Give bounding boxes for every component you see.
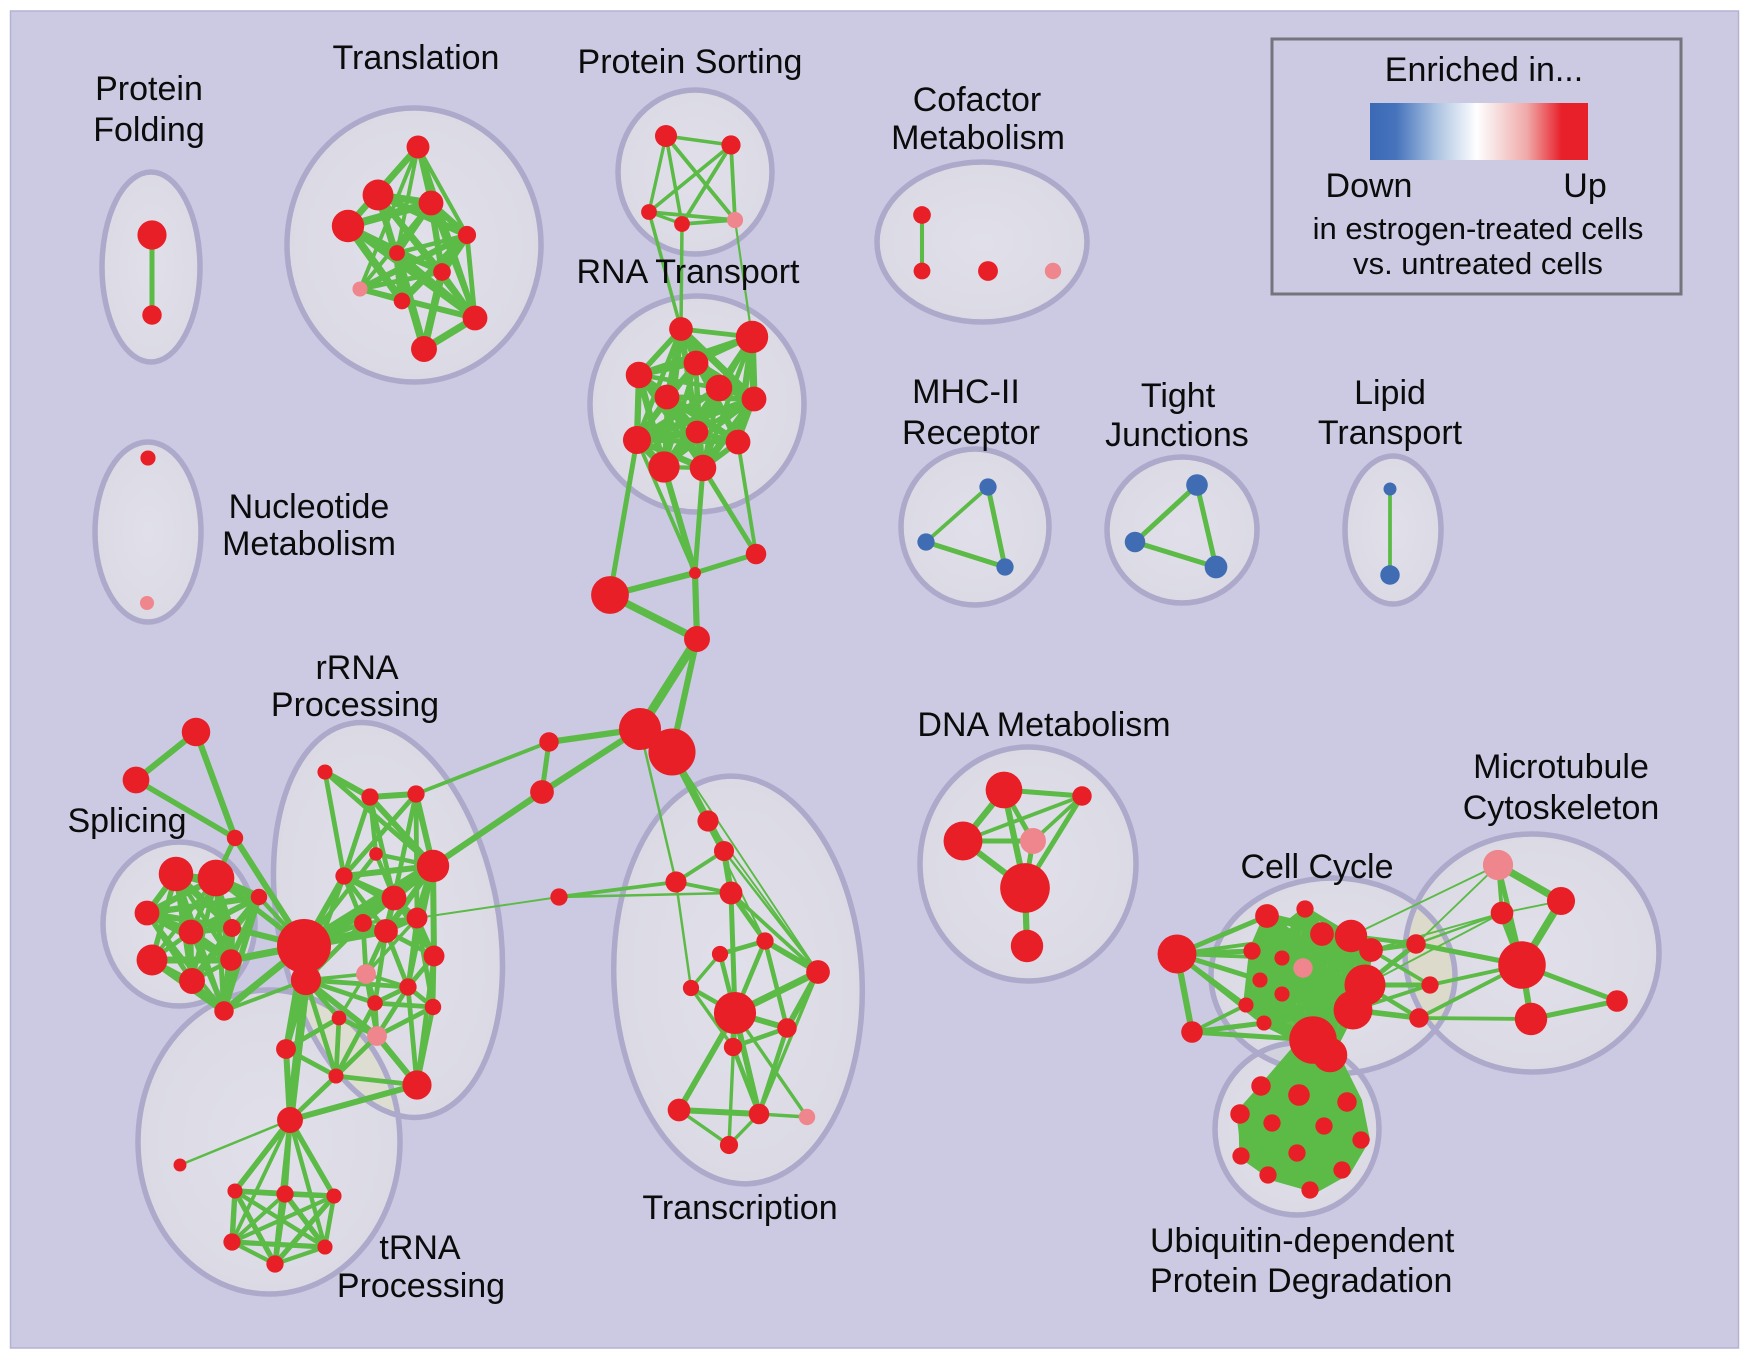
svg-text:Cytoskeleton: Cytoskeleton	[1463, 789, 1660, 827]
svg-text:MHC-II: MHC-II	[912, 373, 1020, 411]
svg-text:Ubiquitin-dependent: Ubiquitin-dependent	[1150, 1222, 1455, 1260]
svg-text:Processing: Processing	[271, 686, 439, 724]
svg-text:Protein: Protein	[95, 70, 203, 108]
svg-text:Cofactor: Cofactor	[913, 81, 1042, 119]
svg-text:Metabolism: Metabolism	[222, 525, 396, 563]
svg-text:Tight: Tight	[1141, 377, 1216, 415]
svg-text:Metabolism: Metabolism	[891, 119, 1065, 157]
svg-text:Folding: Folding	[93, 111, 205, 149]
svg-text:Cell Cycle: Cell Cycle	[1240, 848, 1393, 886]
svg-text:DNA Metabolism: DNA Metabolism	[917, 706, 1170, 744]
svg-text:RNA Transport: RNA Transport	[577, 253, 801, 291]
svg-text:vs. untreated cells: vs. untreated cells	[1353, 246, 1603, 281]
svg-text:Receptor: Receptor	[902, 414, 1040, 452]
svg-text:Translation: Translation	[333, 39, 500, 77]
svg-text:Lipid: Lipid	[1354, 374, 1426, 412]
svg-text:Protein Degradation: Protein Degradation	[1150, 1262, 1452, 1300]
svg-text:Protein Sorting: Protein Sorting	[578, 43, 803, 81]
svg-text:Splicing: Splicing	[67, 802, 186, 840]
svg-text:Nucleotide: Nucleotide	[229, 488, 390, 526]
svg-text:Down: Down	[1326, 167, 1413, 205]
svg-text:Junctions: Junctions	[1105, 416, 1249, 454]
svg-text:Transport: Transport	[1318, 414, 1463, 452]
svg-text:Up: Up	[1563, 167, 1606, 205]
svg-text:Processing: Processing	[337, 1267, 505, 1305]
svg-text:Microtubule: Microtubule	[1473, 748, 1649, 786]
svg-text:in estrogen-treated cells: in estrogen-treated cells	[1313, 211, 1644, 246]
svg-text:tRNA: tRNA	[379, 1229, 461, 1267]
svg-text:Enriched in...: Enriched in...	[1385, 51, 1583, 89]
svg-text:rRNA: rRNA	[315, 649, 398, 687]
svg-text:Transcription: Transcription	[642, 1189, 837, 1227]
